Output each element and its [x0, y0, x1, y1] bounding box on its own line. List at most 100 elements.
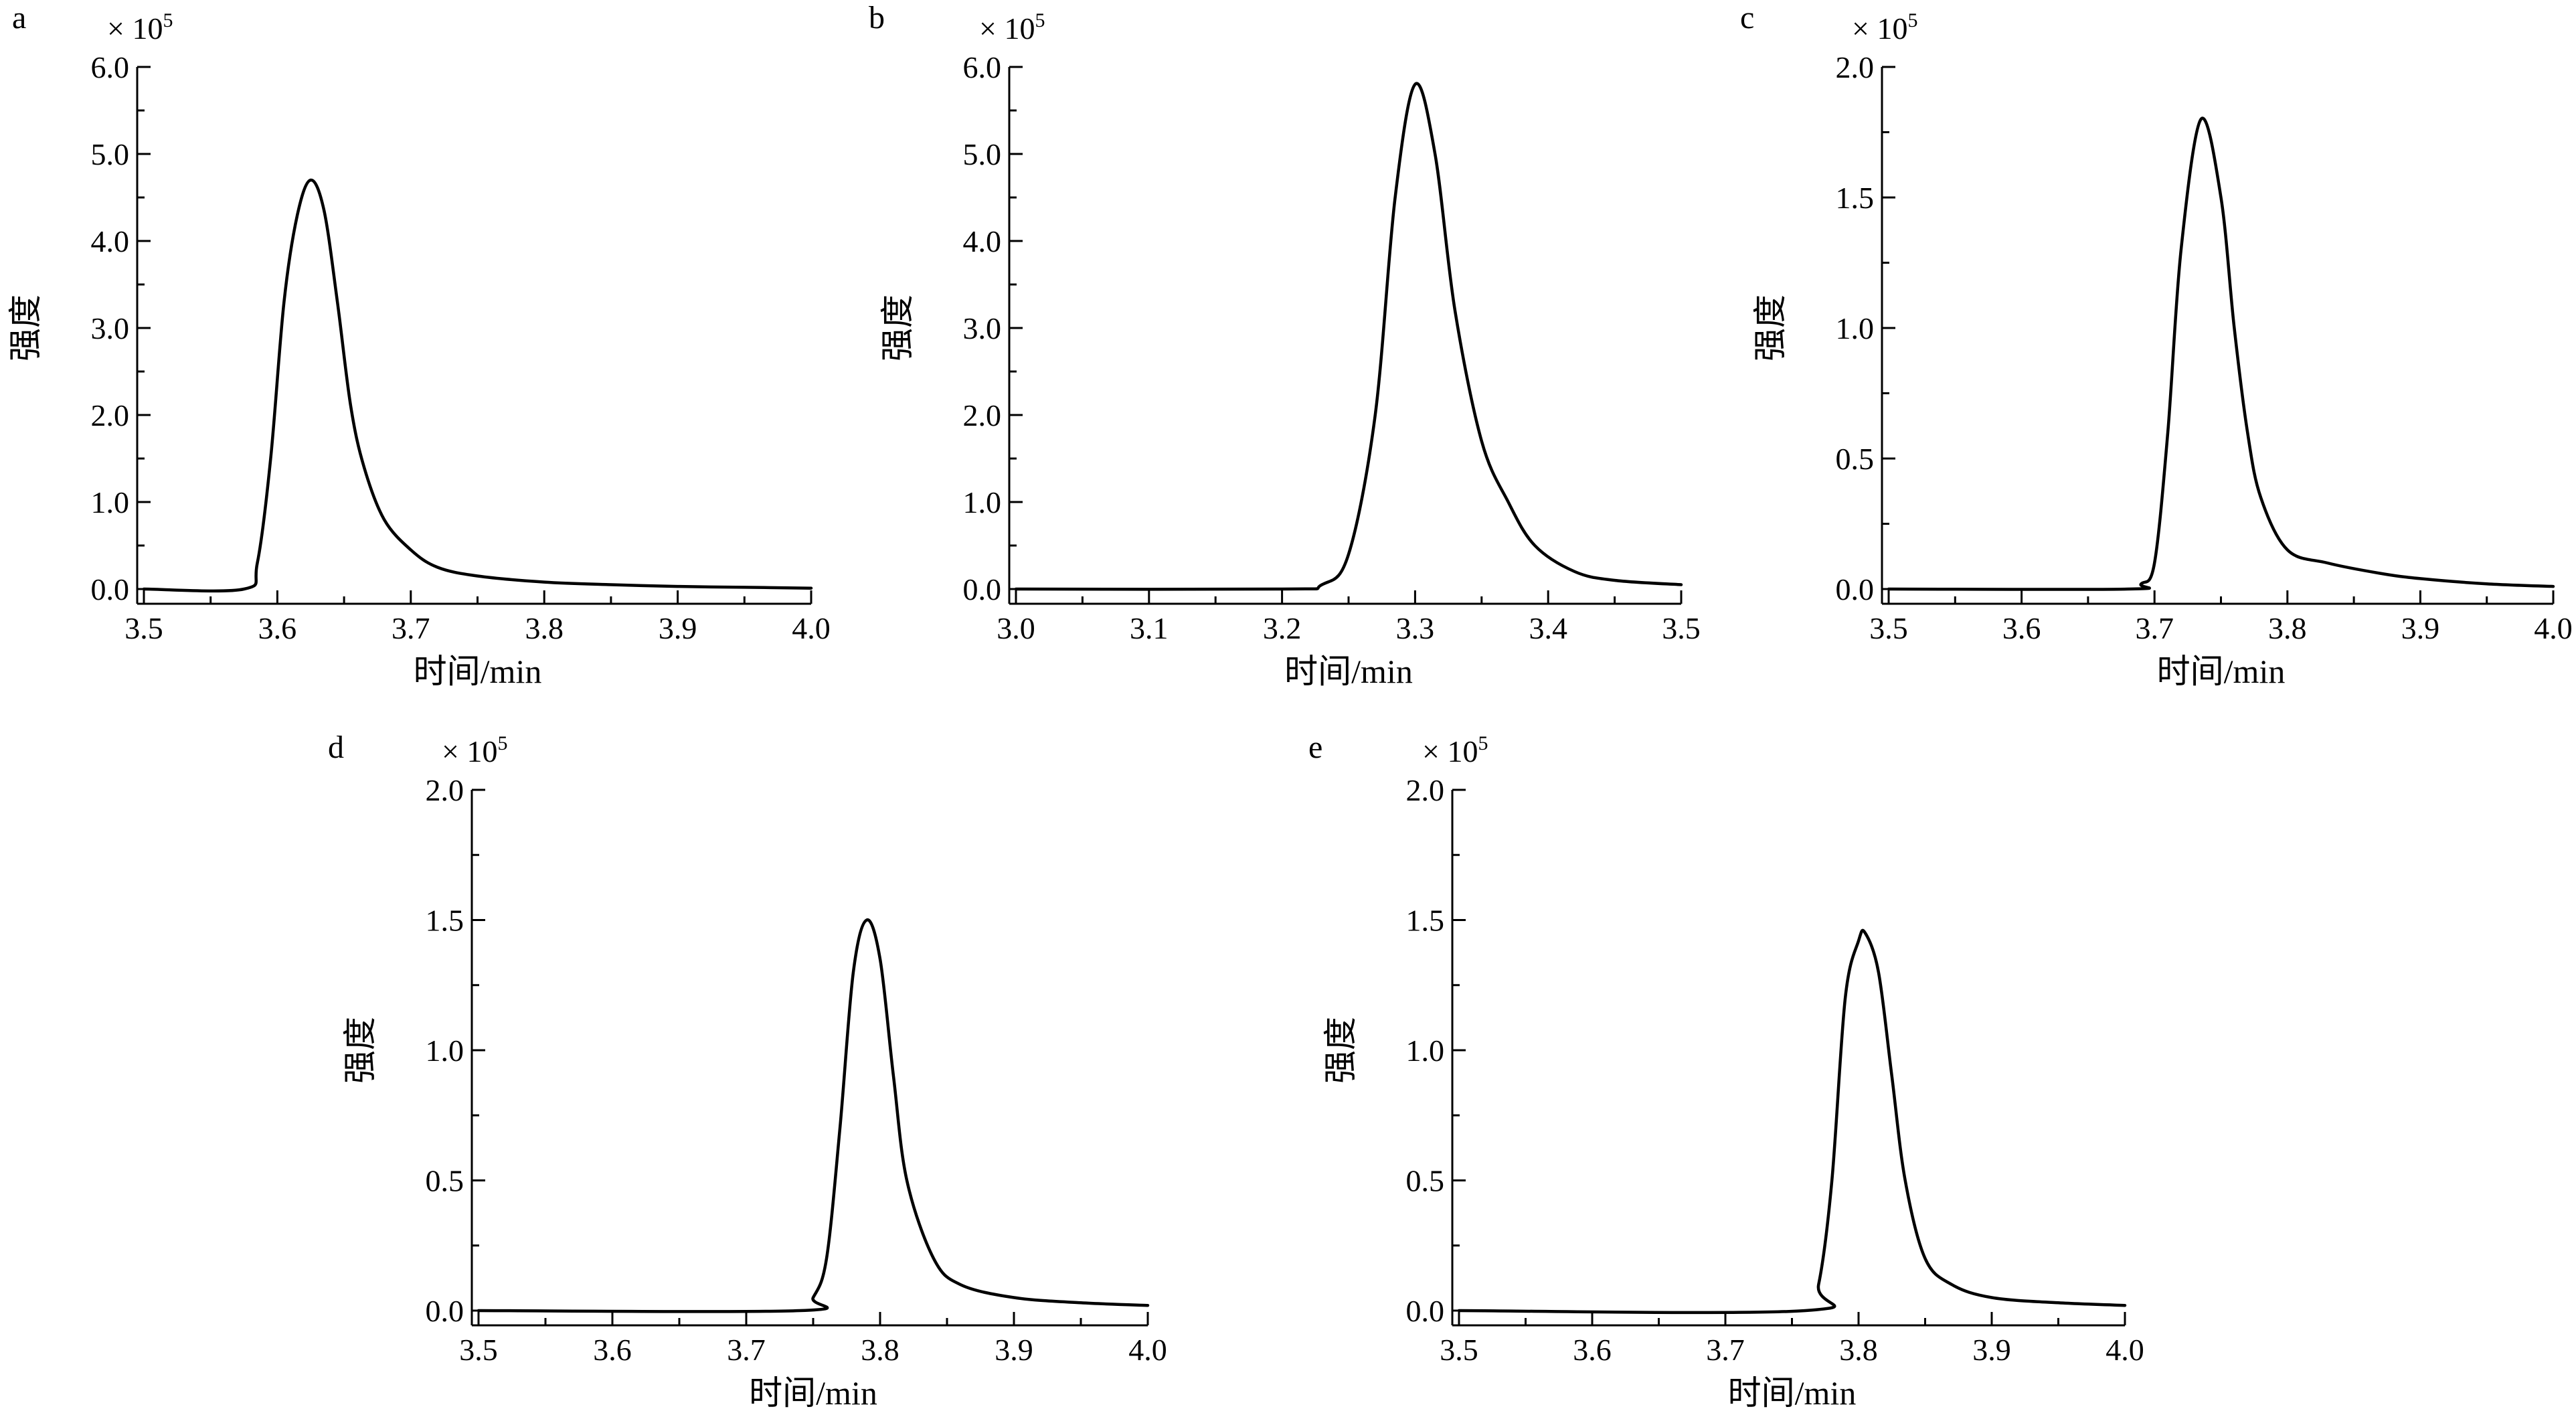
y-multiplier-base: × 10 — [979, 11, 1035, 46]
x-tick-label: 3.6 — [2002, 611, 2041, 645]
y-tick-label: 1.5 — [1836, 181, 1875, 215]
y-tick-label: 4.0 — [91, 224, 130, 258]
y-axis-title: 强度 — [1322, 1017, 1359, 1084]
y-tick-label: 1.0 — [1836, 311, 1875, 345]
y-multiplier-exponent: 5 — [1478, 732, 1488, 754]
y-tick-label: 4.0 — [963, 224, 1002, 258]
y-tick-label: 2.0 — [1406, 773, 1445, 807]
x-tick-label: 3.1 — [1130, 611, 1169, 645]
y-multiplier-exponent: 5 — [1907, 9, 1917, 31]
y-tick-label: 5.0 — [963, 137, 1002, 171]
x-axis-title: 时间/min — [2157, 653, 2286, 690]
y-multiplier-label: × 105 — [1852, 9, 1917, 46]
y-tick-label: 0.0 — [1836, 572, 1875, 606]
x-tick-label: 3.2 — [1263, 611, 1302, 645]
x-tick-label: 4.0 — [1128, 1333, 1167, 1367]
x-tick-label: 3.9 — [2401, 611, 2440, 645]
y-tick-label: 3.0 — [963, 311, 1002, 345]
y-tick-label: 0.5 — [1406, 1164, 1445, 1198]
x-tick-label: 3.7 — [1706, 1333, 1745, 1367]
x-axis-title: 时间/min — [1284, 653, 1413, 690]
x-tick-label: 3.8 — [525, 611, 564, 645]
y-tick-label: 6.0 — [963, 50, 1002, 84]
y-tick-label: 3.0 — [91, 311, 130, 345]
y-multiplier-label: × 105 — [1422, 732, 1488, 768]
panel-e: e 3.5 3.6 3.7 3.8 3.9 4.0 0.0 0.5 1.0 1.5 2.0 × 105 时… — [1308, 730, 2144, 1409]
panel-c: c 3.5 3.6 3.7 3.8 3.9 4.0 0.0 0.5 1.0 1.5 2.0 × 105 时… — [1740, 0, 2573, 690]
y-tick-label: 2.0 — [91, 398, 130, 432]
y-tick-label: 0.5 — [1836, 442, 1875, 476]
series-line — [477, 918, 1150, 1313]
x-tick-label: 3.7 — [392, 611, 430, 645]
y-tick-label: 1.0 — [963, 485, 1002, 519]
y-tick-label: 1.0 — [91, 485, 130, 519]
series-line — [1457, 928, 2127, 1315]
x-tick-label: 3.6 — [258, 611, 297, 645]
y-multiplier-exponent: 5 — [497, 732, 507, 754]
series-line — [1887, 116, 2555, 591]
x-tick-label: 3.5 — [1440, 1333, 1478, 1367]
y-multiplier-base: × 10 — [107, 11, 163, 46]
y-axis-title: 强度 — [1751, 295, 1789, 361]
x-tick-label: 3.9 — [1972, 1333, 2011, 1367]
x-tick-label: 3.5 — [459, 1333, 498, 1367]
y-tick-label: 2.0 — [963, 398, 1002, 432]
y-tick-label: 0.0 — [91, 572, 130, 606]
y-multiplier-exponent: 5 — [163, 9, 173, 31]
y-multiplier-label: × 105 — [442, 732, 507, 768]
x-axis-title: 时间/min — [1728, 1374, 1857, 1409]
y-tick-label: 5.0 — [91, 137, 130, 171]
x-axis-title: 时间/min — [749, 1374, 877, 1409]
x-tick-label: 3.5 — [1662, 611, 1701, 645]
panel-letter: b — [869, 0, 885, 35]
x-tick-label: 3.6 — [1573, 1333, 1612, 1367]
y-multiplier-base: × 10 — [1852, 11, 1907, 46]
y-axis-title: 强度 — [341, 1017, 379, 1084]
y-tick-label: 6.0 — [91, 50, 130, 84]
x-tick-label: 3.5 — [1869, 611, 1908, 645]
x-tick-label: 3.0 — [997, 611, 1035, 645]
y-tick-label: 0.0 — [963, 572, 1002, 606]
panel-letter: a — [12, 0, 26, 35]
panel-b: b 3.0 3.1 3.2 3.3 3.4 3.5 0.0 1.0 2.0 3.0 4.0 5.0 6.0… — [869, 0, 1701, 690]
x-tick-label: 3.9 — [995, 1333, 1033, 1367]
y-multiplier-label: × 105 — [979, 9, 1045, 46]
y-axis-title: 强度 — [7, 295, 44, 361]
panel-letter: d — [328, 730, 344, 765]
y-multiplier-label: × 105 — [107, 9, 173, 46]
x-tick-label: 3.3 — [1396, 611, 1435, 645]
panel-d: d 3.5 3.6 3.7 3.8 3.9 4.0 0.0 0.5 1.0 1.5 2.0 × 105 时… — [328, 730, 1167, 1409]
y-tick-label: 2.0 — [1836, 50, 1875, 84]
x-tick-label: 3.9 — [659, 611, 697, 645]
x-tick-label: 4.0 — [792, 611, 831, 645]
panel-letter: e — [1308, 730, 1322, 765]
x-tick-label: 4.0 — [2534, 611, 2573, 645]
x-tick-label: 3.7 — [2135, 611, 2174, 645]
panel-letter: c — [1740, 0, 1754, 35]
series-line — [1014, 82, 1683, 591]
x-tick-label: 3.5 — [124, 611, 163, 645]
x-tick-label: 4.0 — [2106, 1333, 2144, 1367]
y-tick-label: 0.0 — [426, 1294, 464, 1328]
x-tick-label: 3.4 — [1529, 611, 1567, 645]
x-tick-label: 3.8 — [2268, 611, 2307, 645]
y-multiplier-base: × 10 — [442, 734, 497, 768]
y-tick-label: 1.5 — [1406, 904, 1445, 938]
y-axis-title: 强度 — [879, 295, 916, 361]
y-tick-label: 1.0 — [426, 1033, 464, 1068]
y-multiplier-base: × 10 — [1422, 734, 1478, 768]
panel-a: a 3.5 3.6 3.7 3.8 3.9 4.0 0.0 1.0 2.0 3.0 4.0 5.0 6.0… — [7, 0, 831, 690]
x-tick-label: 3.7 — [727, 1333, 766, 1367]
y-tick-label: 1.0 — [1406, 1033, 1445, 1068]
x-axis-title: 时间/min — [414, 653, 542, 690]
x-tick-label: 3.8 — [1839, 1333, 1878, 1367]
y-tick-label: 0.5 — [426, 1164, 464, 1198]
series-line — [142, 178, 813, 593]
x-tick-label: 3.8 — [861, 1333, 899, 1367]
y-tick-label: 1.5 — [426, 904, 464, 938]
y-tick-label: 2.0 — [426, 773, 464, 807]
y-multiplier-exponent: 5 — [1035, 9, 1045, 31]
x-tick-label: 3.6 — [593, 1333, 632, 1367]
y-tick-label: 0.0 — [1406, 1294, 1445, 1328]
